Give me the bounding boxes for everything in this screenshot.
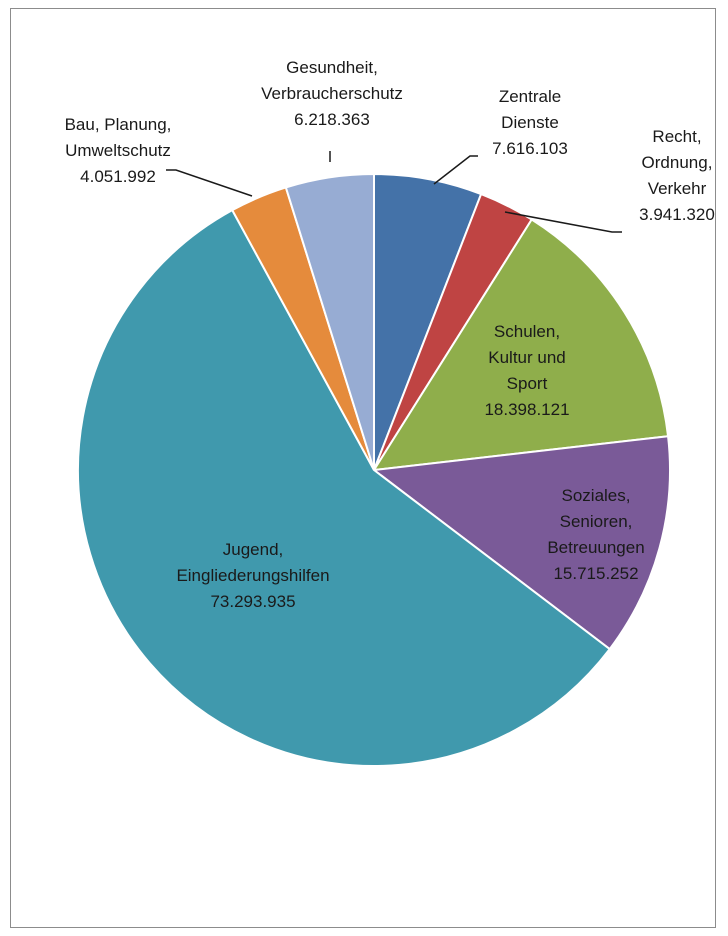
leader-line-zentrale-dienste: [433, 155, 478, 185]
data-label-bau-planung-umweltschutz: Bau, Planung, Umweltschutz 4.051.992: [65, 115, 172, 186]
data-label-gesundheit-verbraucherschutz: Gesundheit, Verbraucherschutz 6.218.363: [261, 58, 403, 129]
data-label-jugend-eingliederungshilfen: Jugend, Eingliederungshilfen 73.293.935: [176, 540, 329, 611]
data-label-zentrale-dienste: Zentrale Dienste 7.616.103: [492, 87, 568, 158]
leader-line-recht-ordnung-verkehr: [504, 211, 622, 233]
pie-slice-schulen-kultur-und-sport: [372, 218, 670, 472]
data-label-recht-ordnung-verkehr: Recht, Ordnung, Verkehr 3.941.320: [639, 127, 715, 224]
pie-slice-gesundheit-verbraucherschutz: [284, 172, 375, 471]
data-label-soziales-senioren-betreuungen: Soziales, Senioren, Betreuungen 15.715.252: [547, 486, 644, 583]
pie-slice-soziales-senioren-betreuungen: [371, 435, 671, 651]
pie-slice-jugend-eingliederungshilfen: [77, 208, 612, 767]
leader-line-bau-planung-umweltschutz: [166, 169, 253, 197]
data-label-schulen-kultur-und-sport: Schulen, Kultur und Sport 18.398.121: [484, 322, 569, 419]
